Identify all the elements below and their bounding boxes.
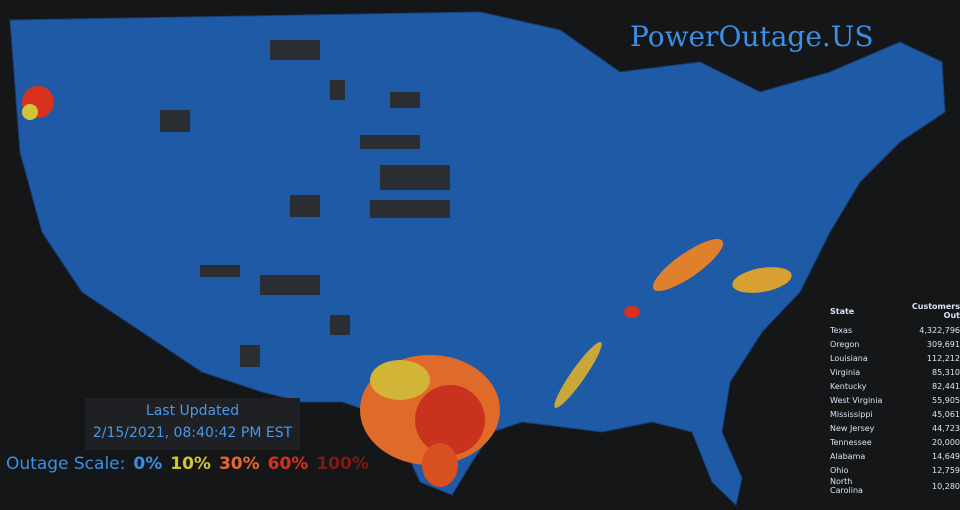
table-row: Oregon 309,691: [830, 337, 960, 351]
scale-item: 100%: [316, 454, 369, 474]
state-name: New Jersey: [830, 423, 875, 433]
customers-out: 82,441: [932, 381, 960, 391]
state-name: North Carolina: [830, 477, 863, 495]
state-name: Mississippi: [830, 409, 873, 419]
no-data-areas: [160, 40, 450, 367]
table-header: Customers Out: [911, 302, 960, 320]
customers-out: 10,280: [932, 481, 960, 491]
us-map: [9, 11, 946, 506]
table-row: North Carolina 10,280: [830, 477, 960, 495]
state-name: Tennessee: [830, 437, 872, 447]
state-name: West Virginia: [830, 395, 883, 405]
scale-label: Outage Scale:: [6, 454, 126, 474]
table-row: West Virginia 55,905: [830, 393, 960, 407]
last-updated-time: 2/15/2021, 08:40:42 PM EST: [92, 425, 293, 441]
customers-out: 20,000: [932, 437, 960, 447]
table-row: Mississippi 45,061: [830, 407, 960, 421]
table-row: New Jersey 44,723: [830, 421, 960, 435]
customers-out: 12,759: [932, 465, 960, 475]
customers-out: 85,310: [932, 367, 960, 377]
last-updated-label: Last Updated: [145, 403, 240, 419]
outage-areas: [22, 86, 792, 487]
state-name: Kentucky: [830, 381, 867, 391]
customers-out: 309,691: [926, 339, 960, 349]
table-row: Tennessee 20,000: [830, 435, 960, 449]
outage-table: State Customers Out Texas 4,322,796 Oregon 30…: [830, 302, 960, 495]
customers-out: 45,061: [932, 409, 960, 419]
customers-out: 44,723: [932, 423, 960, 433]
state-name: Oregon: [830, 339, 860, 349]
table-row: Louisiana 112,212: [830, 351, 960, 365]
table-row: Kentucky 82,441: [830, 379, 960, 393]
customers-out: 4,322,796: [919, 325, 960, 335]
customers-out: 55,905: [932, 395, 960, 405]
last-updated-box: Last Updated 2/15/2021, 08:40:42 PM EST: [85, 398, 300, 450]
customers-out: 112,212: [926, 353, 960, 363]
table-row: Ohio 12,759: [830, 463, 960, 477]
scale-item: 60%: [267, 454, 309, 474]
scale-item: 0%: [133, 454, 163, 474]
table-row: Texas 4,322,796: [830, 323, 960, 337]
scale-item: 30%: [218, 454, 260, 474]
scale-item: 10%: [170, 454, 211, 474]
state-name: Louisiana: [830, 353, 868, 363]
table-row: Alabama 14,649: [830, 449, 960, 463]
table-header: State: [830, 306, 855, 316]
state-name: Alabama: [830, 451, 866, 461]
customers-out: 14,649: [932, 451, 960, 461]
outage-scale: Outage Scale: 0% 10% 30% 60% 100%: [6, 454, 377, 474]
table-row: Virginia 85,310: [830, 365, 960, 379]
state-name: Ohio: [830, 465, 849, 475]
state-name: Virginia: [830, 367, 861, 377]
site-title: PowerOutage.US: [630, 20, 874, 53]
state-name: Texas: [830, 325, 853, 335]
